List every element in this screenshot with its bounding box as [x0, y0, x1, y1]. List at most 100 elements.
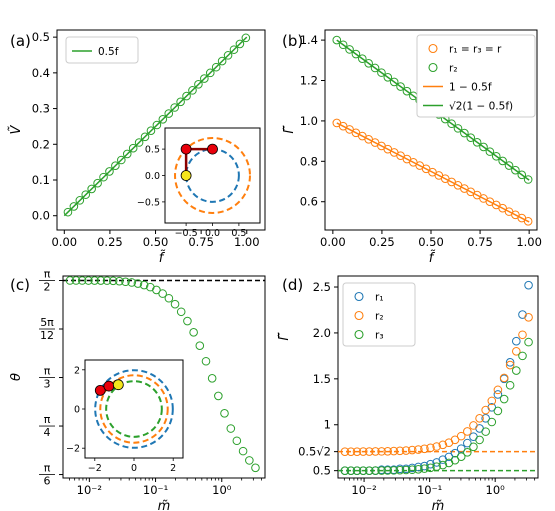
- data-marker: [481, 414, 490, 423]
- data-marker: [493, 390, 503, 399]
- legend-marker-swatch: [354, 329, 364, 340]
- data-marker: [93, 178, 102, 188]
- inset-y-tick-label: 2: [74, 365, 80, 376]
- data-marker: [420, 464, 429, 473]
- x-tick-label: 10⁻²: [77, 483, 102, 497]
- data-marker: [65, 276, 75, 285]
- data-marker: [134, 138, 144, 147]
- data-marker: [96, 276, 106, 285]
- data-marker: [401, 465, 411, 475]
- data-marker: [371, 447, 380, 456]
- inset-chain-point: [180, 143, 192, 155]
- data-marker: [407, 445, 417, 455]
- legend-marker-swatch: [428, 62, 438, 73]
- panel-label: (a): [10, 32, 31, 50]
- y-tick-label: π: [44, 413, 51, 426]
- plot-frame: [56, 29, 266, 231]
- data-marker: [453, 124, 463, 133]
- data-marker: [364, 59, 373, 68]
- data-marker: [518, 330, 527, 340]
- legend-label: r₂: [449, 63, 458, 75]
- x-tick-label: 0.75: [188, 235, 214, 249]
- x-tick-label: 1.00: [516, 235, 542, 249]
- y-axis-label: Γ̃: [277, 332, 292, 341]
- data-marker: [340, 447, 350, 456]
- data-marker: [505, 358, 515, 367]
- data-marker: [485, 147, 495, 156]
- y-tick-label: 0.8: [300, 154, 318, 168]
- panel-a-inset: −0.5 0.0 0.5 −0.5 0.0 0.5: [137, 127, 261, 239]
- data-marker: [426, 459, 435, 469]
- data-marker: [164, 293, 174, 303]
- data-marker: [69, 202, 79, 211]
- data-marker: [176, 97, 185, 107]
- data-marker: [475, 414, 484, 423]
- inset-chain-point: [180, 170, 192, 181]
- inset-x-tick-label: 2: [170, 463, 176, 474]
- data-marker: [164, 109, 174, 118]
- data-marker: [504, 161, 514, 170]
- legend: r₁ r₂ r₃: [342, 282, 416, 347]
- plot-frame: [62, 275, 266, 479]
- y-tick-label: 0.3: [32, 102, 50, 116]
- data-marker: [466, 133, 476, 142]
- data-marker: [357, 54, 367, 63]
- panel-d: 10⁻² 10⁻¹ 10⁰ 0.5 0.5√2 1 1.5 2.0 2.5 r₁ r₂ r₃: [298, 275, 539, 497]
- data-marker: [139, 280, 149, 290]
- y-tick-label: 1: [324, 418, 331, 432]
- data-marker: [395, 446, 405, 456]
- data-marker: [170, 299, 180, 309]
- data-marker: [352, 447, 362, 456]
- data-marker: [351, 49, 361, 59]
- data-marker: [402, 86, 412, 96]
- data-marker: [90, 276, 99, 285]
- inset-frame: [84, 359, 184, 459]
- data-marker: [463, 438, 472, 448]
- y-tick-label: 2.5: [313, 280, 331, 294]
- data-marker: [102, 276, 112, 285]
- legend-label: r₁ = r₃ = r: [449, 44, 502, 56]
- panel-label: (d): [282, 276, 303, 294]
- y-axis-label: Ṽ: [8, 124, 24, 134]
- data-marker: [140, 132, 150, 142]
- y-tick-label: 0.0: [32, 209, 50, 223]
- data-marker: [493, 385, 503, 395]
- data-marker: [487, 396, 497, 406]
- data-marker: [499, 394, 509, 404]
- data-marker: [512, 346, 521, 356]
- data-marker: [338, 40, 348, 50]
- series-line: [336, 122, 530, 223]
- data-marker: [241, 33, 251, 43]
- y-tick-label: 4: [44, 426, 51, 439]
- data-marker: [420, 444, 429, 454]
- x-tick-label: 0.25: [369, 235, 395, 249]
- data-marker: [383, 466, 392, 475]
- y-tick-label: 0.5: [313, 464, 331, 478]
- data-marker: [121, 277, 130, 287]
- y-tick-label: π: [44, 365, 51, 378]
- y-tick-label: 1.5: [313, 372, 331, 386]
- data-marker: [523, 217, 533, 226]
- x-tick-label: 0.25: [97, 235, 123, 249]
- data-marker: [127, 278, 137, 287]
- data-marker: [108, 276, 118, 286]
- data-marker: [524, 280, 533, 290]
- inset-x-tick-label: −0.5: [175, 228, 198, 239]
- x-tick-label: 10⁻¹: [417, 483, 442, 497]
- x-axis-label: f̃: [159, 251, 166, 266]
- legend-marker-swatch: [354, 291, 364, 302]
- data-marker: [217, 56, 227, 66]
- x-tick-label: 0.50: [418, 235, 444, 249]
- panel-label: (b): [282, 32, 303, 50]
- data-marker: [426, 463, 435, 473]
- legend-label: 1 − 0.5f: [449, 82, 492, 94]
- data-marker: [235, 39, 245, 49]
- data-marker: [105, 167, 114, 176]
- data-marker: [346, 466, 356, 475]
- data-marker: [63, 207, 73, 217]
- inset-x-tick-label: 0.0: [205, 228, 220, 239]
- inset-chain-point: [112, 379, 124, 391]
- data-marker: [517, 170, 527, 180]
- legend-label: √2(1 − 0.5f): [449, 101, 513, 113]
